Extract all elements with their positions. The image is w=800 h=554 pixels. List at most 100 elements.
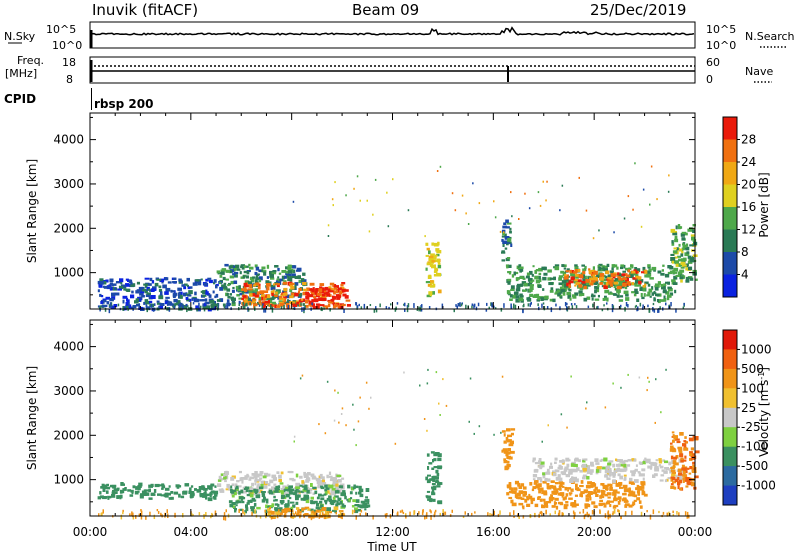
velocity-colorbar-swatch <box>723 368 737 389</box>
data-cell <box>534 468 539 472</box>
data-cell <box>516 285 521 289</box>
data-cell <box>519 268 522 273</box>
data-cell <box>565 501 569 504</box>
data-cell <box>532 457 536 461</box>
data-cell <box>674 462 679 466</box>
data-cell <box>325 491 328 496</box>
low-range-cell <box>140 509 142 512</box>
low-range-cell <box>108 308 111 314</box>
data-cell <box>339 483 345 487</box>
data-cell <box>255 277 260 281</box>
data-cell <box>289 284 294 287</box>
data-cell <box>636 298 640 302</box>
data-cell <box>553 486 557 491</box>
data-cell <box>574 266 579 270</box>
data-cell <box>603 268 608 272</box>
low-range-cell <box>209 305 211 311</box>
data-cell <box>594 285 599 289</box>
data-cell <box>249 266 254 270</box>
data-cell <box>670 455 674 460</box>
sparse-cell <box>499 230 502 233</box>
low-range-cell <box>178 303 181 309</box>
data-cell <box>612 479 616 484</box>
data-cell <box>621 273 626 277</box>
sparse-cell <box>333 419 336 422</box>
data-cell <box>677 271 683 276</box>
data-cell <box>680 279 683 283</box>
data-cell <box>677 481 681 486</box>
data-cell <box>669 270 672 275</box>
data-cell <box>287 470 293 473</box>
data-cell <box>135 486 140 490</box>
data-cell <box>297 275 301 280</box>
data-cell <box>686 251 690 254</box>
data-cell <box>213 490 219 495</box>
data-cell <box>660 474 665 477</box>
data-cell <box>345 299 351 302</box>
data-cell <box>607 483 612 487</box>
data-cell <box>219 286 224 291</box>
data-cell <box>437 264 442 269</box>
low-range-cell <box>601 308 604 312</box>
data-cell <box>319 473 323 477</box>
data-cell <box>622 277 627 280</box>
data-cell <box>331 288 335 292</box>
data-cell <box>266 283 271 287</box>
data-cell <box>540 461 545 465</box>
data-cell <box>602 485 607 490</box>
data-cell <box>675 474 679 478</box>
data-cell <box>213 281 216 285</box>
data-cell <box>319 283 325 287</box>
data-cell <box>635 268 641 273</box>
data-cell <box>501 235 506 238</box>
data-cell <box>434 254 438 257</box>
data-cell <box>102 496 107 500</box>
data-cell <box>519 295 524 298</box>
data-cell <box>109 286 113 291</box>
data-cell <box>119 495 122 500</box>
data-cell <box>642 477 645 481</box>
data-cell <box>298 290 301 294</box>
low-range-cell <box>122 511 124 515</box>
low-range-cell <box>270 515 273 520</box>
data-cell <box>644 281 649 285</box>
data-cell <box>311 290 314 293</box>
data-cell <box>643 293 646 297</box>
data-cell <box>341 492 344 495</box>
data-cell <box>526 497 530 501</box>
low-range-cell <box>413 303 415 308</box>
sparse-cell <box>465 212 467 215</box>
data-cell <box>301 278 305 282</box>
data-cell <box>274 503 279 506</box>
data-cell <box>670 442 673 445</box>
velocity-colorbar-swatch <box>723 427 737 448</box>
data-cell <box>298 287 302 291</box>
data-cell <box>568 288 572 292</box>
data-cell <box>547 486 552 490</box>
data-cell <box>241 500 245 504</box>
data-cell <box>529 284 534 287</box>
data-cell <box>635 274 639 278</box>
data-cell <box>271 474 277 479</box>
data-cell <box>625 503 630 507</box>
data-cell <box>523 486 527 490</box>
data-cell <box>352 499 357 503</box>
data-cell <box>303 494 308 498</box>
data-cell <box>433 242 439 247</box>
data-cell <box>638 282 641 287</box>
data-cell <box>267 483 271 487</box>
low-range-cell <box>301 307 303 312</box>
data-cell <box>614 287 618 291</box>
sparse-cell <box>546 180 548 183</box>
data-cell <box>196 489 202 493</box>
y-tick-label: 3000 <box>53 384 84 398</box>
data-cell <box>342 490 346 494</box>
data-cell <box>328 471 332 475</box>
data-cell <box>221 268 227 272</box>
data-cell <box>288 485 293 489</box>
data-cell <box>320 486 325 490</box>
data-cell <box>335 482 338 485</box>
data-cell <box>621 498 625 502</box>
data-cell <box>436 253 440 257</box>
